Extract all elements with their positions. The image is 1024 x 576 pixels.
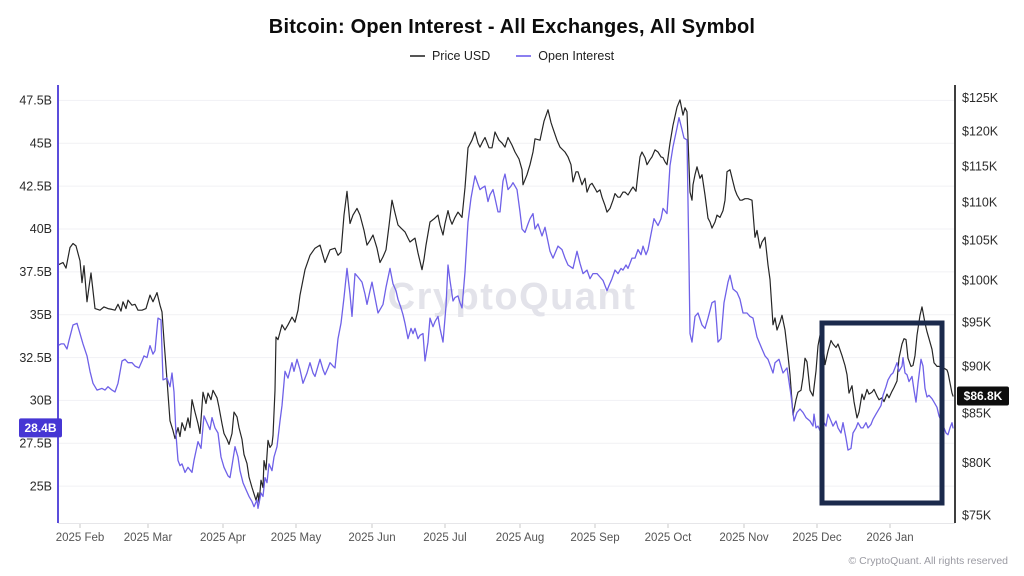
open-interest-current-badge-bg [19, 418, 62, 438]
open-interest-line [57, 116, 954, 510]
y-left-label: 42.5B [19, 179, 52, 193]
copyright-text: © CryptoQuant. All rights reserved [848, 555, 1008, 567]
x-axis-label: 2025 Mar [124, 532, 173, 544]
legend-label-price: Price USD [431, 49, 491, 63]
y-left-label: 47.5B [19, 94, 52, 108]
y-right-label: $85K [962, 406, 992, 420]
x-axis-label: 2025 Jun [348, 532, 395, 544]
watermark-text: CryptoQuant [388, 276, 637, 318]
y-right-label: $90K [962, 360, 992, 374]
x-axis-label: 2025 Jul [423, 532, 466, 544]
y-right-label: $95K [962, 315, 992, 329]
chart-title: Bitcoin: Open Interest - All Exchanges, … [268, 16, 756, 38]
y-left-label: 40B [30, 222, 52, 236]
y-left-label: 27.5B [19, 436, 52, 450]
y-left-label: 30B [30, 394, 52, 408]
x-axis-label: 2025 Feb [56, 532, 105, 544]
y-right-label: $110K [962, 196, 998, 210]
x-axis-label: 2025 Oct [645, 532, 692, 544]
y-left-label: 32.5B [19, 351, 52, 365]
price-line-swatch-icon [409, 55, 425, 57]
x-axis-label: 2025 Aug [496, 532, 545, 544]
x-axis-label: 2025 May [271, 532, 322, 544]
x-axis-label: 2025 Sep [570, 532, 619, 544]
x-axis-label: 2025 Dec [792, 532, 841, 544]
y-right-label: $115K [962, 159, 998, 173]
open-interest-current-badge: 28.4B [24, 421, 56, 435]
price-current-badge: $86.8K [964, 389, 1003, 403]
y-left-label: 37.5B [19, 265, 52, 279]
price-current-badge-bg [957, 386, 1009, 406]
x-axis-label: 2025 Nov [719, 532, 768, 544]
open-interest-line-swatch-icon [516, 55, 532, 57]
highlight-box[interactable] [819, 320, 945, 506]
legend-item-open-interest[interactable]: Open Interest [516, 49, 614, 63]
y-left-label: 35B [30, 308, 52, 322]
x-axis-label: 2025 Apr [200, 532, 246, 544]
y-right-label: $120K [962, 125, 999, 139]
y-left-label: 45B [30, 136, 52, 150]
y-right-label: $80K [962, 456, 992, 470]
y-right-label: $100K [962, 273, 999, 287]
y-left-label: 25B [30, 479, 52, 493]
y-right-label: $105K [962, 234, 999, 248]
legend-label-open-interest: Open Interest [538, 49, 615, 63]
y-right-label: $125K [962, 91, 999, 105]
y-right-label: $75K [962, 509, 992, 523]
x-axis-label: 2026 Jan [866, 532, 913, 544]
legend: Price USD Open Interest [0, 49, 1024, 63]
legend-item-price[interactable]: Price USD [409, 49, 491, 63]
